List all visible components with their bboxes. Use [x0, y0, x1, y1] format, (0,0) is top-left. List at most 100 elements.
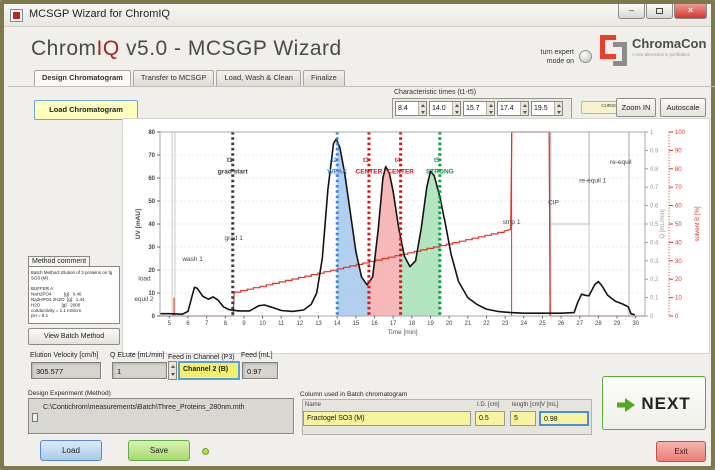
svg-text:16: 16: [371, 321, 378, 327]
svg-text:t5: t5: [434, 157, 440, 164]
svg-text:40: 40: [148, 222, 155, 228]
svg-text:28: 28: [595, 321, 602, 327]
svg-text:0: 0: [650, 314, 654, 320]
spin-up-icon[interactable]: [521, 102, 528, 109]
spin-up-icon[interactable]: [453, 102, 460, 109]
svg-text:30: 30: [148, 245, 155, 251]
minimize-button[interactable]: –: [618, 4, 645, 19]
method-comment-label: Method comment: [28, 256, 91, 267]
svg-text:100: 100: [675, 130, 686, 136]
svg-text:0.6: 0.6: [650, 204, 659, 210]
characteristic-time-t1[interactable]: 8.4: [395, 101, 427, 116]
svg-text:11: 11: [278, 321, 285, 327]
characteristic-time-t2[interactable]: 14.0: [429, 101, 461, 116]
tab-design-chromatogram[interactable]: Design Chromatogram: [34, 70, 131, 87]
design-experiment-box[interactable]: C:\Contichrom\measurements\Batch\Three_P…: [28, 398, 294, 434]
method-comment-box[interactable]: Batch Method: Elution of 3 proteins on f…: [28, 266, 120, 324]
svg-text:0.4: 0.4: [650, 240, 659, 246]
svg-text:CIP: CIP: [548, 199, 559, 206]
spin-down-icon[interactable]: [521, 108, 528, 115]
expert-mode-toggle[interactable]: [579, 50, 592, 63]
feed-channel-selector[interactable]: Channel 2 (B): [168, 361, 240, 380]
design-experiment-path: C:\Contichrom\measurements\Batch\Three_P…: [43, 404, 245, 411]
spin-up-icon[interactable]: [169, 362, 176, 371]
feed-channel-value[interactable]: Channel 2 (B): [178, 361, 240, 380]
svg-text:0.7: 0.7: [650, 185, 659, 191]
tab-separator: [8, 86, 715, 87]
autoscale-button[interactable]: Autoscale: [660, 98, 706, 117]
column-cell-name[interactable]: Fractogel SO3 (M): [303, 411, 471, 426]
window-title: MCSGP Wizard for ChromIQ: [29, 8, 170, 20]
spin-down-icon[interactable]: [169, 371, 176, 380]
svg-text:40: 40: [675, 240, 682, 246]
load-chromatogram-button[interactable]: Load Chromatogram: [34, 100, 138, 120]
svg-text:Q [mL/min]: Q [mL/min]: [660, 209, 666, 239]
characteristic-time-t4-value[interactable]: 17.4: [500, 105, 514, 112]
title-bar[interactable]: MCSGP Wizard for ChromIQ – ×: [4, 4, 711, 27]
svg-text:24: 24: [520, 321, 527, 327]
column-header-length-cm: length [cm]: [512, 402, 542, 408]
spin-down-icon[interactable]: [555, 108, 562, 115]
svg-text:22: 22: [483, 321, 490, 327]
spin-up-icon[interactable]: [555, 102, 562, 109]
close-button[interactable]: ×: [674, 4, 707, 19]
expert-mode-label: turn expert mode on: [540, 49, 574, 66]
exit-button[interactable]: Exit: [656, 441, 706, 462]
svg-text:wash 1: wash 1: [181, 256, 203, 263]
svg-text:1: 1: [650, 130, 654, 136]
characteristic-time-t1-value[interactable]: 8.4: [398, 105, 408, 112]
svg-text:load: load: [138, 275, 151, 282]
svg-text:Time [min]: Time [min]: [387, 329, 417, 336]
spin-up-icon[interactable]: [487, 102, 494, 109]
svg-text:29: 29: [614, 321, 621, 327]
characteristic-time-t5[interactable]: 19.5: [531, 101, 563, 116]
svg-text:20: 20: [675, 277, 682, 283]
column-header-name: Name: [305, 402, 322, 408]
load-button[interactable]: Load: [40, 440, 102, 461]
next-button[interactable]: NEXT: [602, 376, 706, 430]
view-batch-method-button[interactable]: View Batch Method: [28, 328, 120, 345]
column-table-label: Column used in Batch chromatogram: [300, 391, 408, 398]
tab-bar: Design Chromatogram Transfer to MCSGP Load…: [34, 70, 347, 87]
characteristic-time-t3-value[interactable]: 15.7: [466, 105, 480, 112]
characteristic-time-t2-value[interactable]: 14.0: [432, 105, 446, 112]
svg-text:0: 0: [152, 314, 156, 320]
svg-text:21: 21: [464, 321, 471, 327]
svg-text:WEAK: WEAK: [327, 168, 347, 175]
feed-field: 0.97: [242, 362, 278, 379]
spin-down-icon[interactable]: [453, 108, 460, 115]
elution-velocity-field: 305.577: [31, 362, 101, 379]
svg-text:60: 60: [675, 204, 682, 210]
svg-text:20: 20: [148, 268, 155, 274]
save-button[interactable]: Save: [128, 440, 190, 461]
characteristic-time-t3[interactable]: 15.7: [463, 101, 495, 116]
method-comment-text: Batch Method: Elution of 3 proteins on f…: [31, 270, 113, 319]
feed-channel-spinner[interactable]: [168, 361, 177, 380]
characteristic-times-label: Characteristic times (t1-t5): [394, 89, 477, 96]
column-cell-i-d-cm[interactable]: 0.5: [475, 411, 505, 426]
svg-text:8: 8: [224, 321, 228, 327]
spin-down-icon[interactable]: [487, 108, 494, 115]
column-cell-length-cm[interactable]: 5: [510, 411, 536, 426]
characteristic-time-t5-value[interactable]: 19.5: [534, 105, 548, 112]
svg-text:23: 23: [502, 321, 509, 327]
chromatogram-chart[interactable]: t1 grad start t2 WEAK t3 CENTER t4 CENTER t5 STRO…: [122, 118, 710, 354]
tab-finalize[interactable]: Finalize: [302, 70, 345, 86]
zoom-in-button[interactable]: Zoom IN: [616, 98, 656, 117]
spin-down-icon[interactable]: [419, 108, 426, 115]
svg-text:re-equil: re-equil: [610, 159, 632, 166]
svg-text:90: 90: [675, 148, 682, 154]
tab-transfer-to-mcsgp[interactable]: Transfer to MCSGP: [132, 70, 215, 86]
characteristic-time-t4[interactable]: 17.4: [497, 101, 529, 116]
svg-text:UV [mAU]: UV [mAU]: [135, 209, 142, 239]
svg-text:14: 14: [334, 321, 341, 327]
svg-text:grad start: grad start: [218, 168, 249, 175]
column-cell-v-ml[interactable]: 0.98: [539, 411, 589, 426]
column-table: Name I.D. [cm] length [cm] V [mL] Fractogel …: [302, 399, 592, 435]
chromacon-logo: ChromaCon A new dimension in purificatio…: [600, 33, 712, 71]
svg-text:25: 25: [539, 321, 546, 327]
spin-up-icon[interactable]: [419, 102, 426, 109]
tab-load-wash-clean[interactable]: Load, Wash & Clean: [216, 70, 301, 86]
maximize-button[interactable]: [646, 4, 673, 19]
